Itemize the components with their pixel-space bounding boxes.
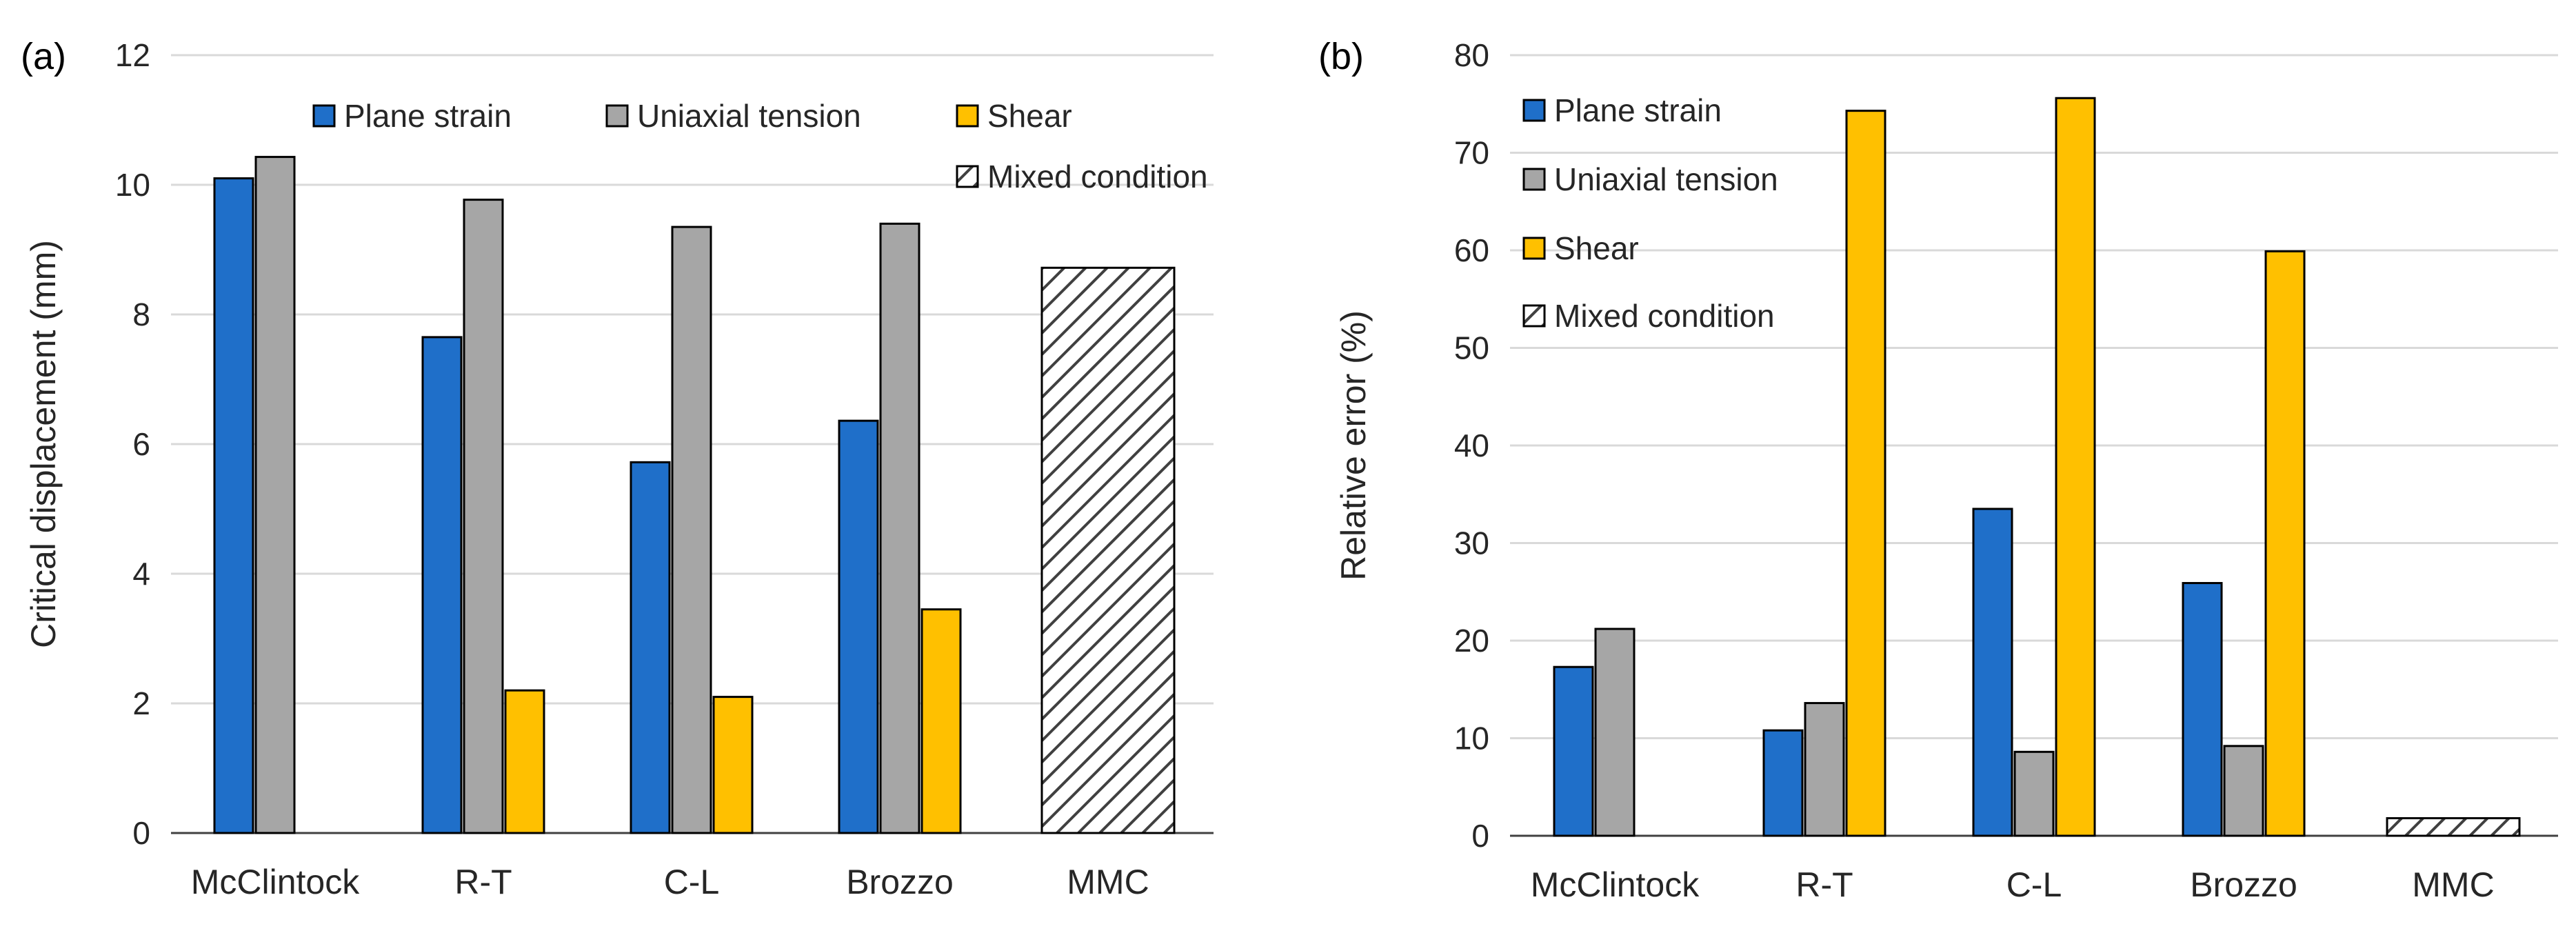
legend-swatch-b-shear: [1522, 237, 1546, 260]
legend-label-b-plane-strain: Plane strain: [1554, 92, 1722, 128]
bar-a-plane-strain-r-t: [421, 336, 463, 834]
bar-b-plane-strain-mcclintock: [1553, 665, 1594, 837]
y-tick-label-a: 2: [132, 685, 150, 721]
x-category-label-b: R-T: [1795, 865, 1853, 904]
x-category-label-a: McClintock: [191, 863, 360, 901]
bar-a-plane-strain-c-l: [630, 461, 671, 834]
bar-b-shear-brozzo: [2264, 250, 2306, 837]
chart-a: 0 2 4 6 8 10 12 McClintock R-T C-L Brozzo MMC Critic…: [21, 36, 1214, 901]
legend-swatch-b-plane-strain: [1522, 99, 1546, 122]
legend-swatch-a-mixed-condition: [956, 165, 979, 188]
bar-a-plane-strain-mcclintock: [213, 177, 254, 834]
panel-label-b: (b): [1318, 36, 1364, 77]
y-axis-title-a: Critical displacement (mm): [24, 240, 63, 648]
y-tick-label-a: 12: [115, 37, 150, 73]
bar-b-shear-r-t: [1845, 110, 1886, 837]
bar-a-shear-c-l: [712, 696, 754, 834]
y-tick-label-b: 20: [1454, 623, 1489, 659]
legend-swatch-a-shear: [956, 104, 979, 128]
legend-label-a-shear: Shear: [987, 98, 1072, 134]
bar-a-shear-brozzo: [920, 608, 962, 834]
bar-a-mixed-condition-mmc: [1040, 266, 1176, 834]
y-tick-label-b: 0: [1471, 818, 1489, 854]
legend-label-b-mixed-condition: Mixed condition: [1554, 298, 1775, 334]
panel-label-a: (a): [21, 36, 66, 77]
legend-swatch-b-mixed-condition: [1522, 304, 1546, 328]
legend-swatch-a-plane-strain: [312, 104, 336, 128]
y-tick-label-a: 4: [132, 556, 150, 592]
y-tick-label-b: 70: [1454, 135, 1489, 171]
y-tick-label-a: 8: [132, 297, 150, 332]
x-category-label-b: Brozzo: [2190, 865, 2297, 904]
bar-b-plane-strain-r-t: [1762, 729, 1804, 837]
y-tick-label-a: 0: [132, 815, 150, 851]
x-category-label-a: C-L: [664, 863, 720, 901]
legend-label-b-uniaxial-tension: Uniaxial tension: [1554, 161, 1778, 197]
bar-b-uniaxial-tension-brozzo: [2223, 745, 2264, 837]
bar-b-mixed-condition-mmc: [2386, 817, 2521, 837]
legend-swatch-b-uniaxial-tension: [1522, 168, 1546, 191]
bar-b-plane-strain-c-l: [1972, 508, 2013, 837]
y-tick-label-b: 60: [1454, 232, 1489, 268]
bar-b-plane-strain-brozzo: [2182, 582, 2223, 837]
bar-a-uniaxial-tension-mcclintock: [254, 156, 296, 834]
x-category-label-b: MMC: [2412, 865, 2494, 904]
y-tick-label-b: 10: [1454, 721, 1489, 756]
y-tick-label-a: 6: [132, 426, 150, 462]
x-category-label-a: Brozzo: [846, 863, 954, 901]
legend-label-b-shear: Shear: [1554, 230, 1639, 266]
bar-a-plane-strain-brozzo: [838, 419, 879, 834]
y-tick-label-a: 10: [115, 167, 150, 203]
bar-a-uniaxial-tension-r-t: [463, 199, 504, 834]
x-category-label-b: McClintock: [1531, 865, 1700, 904]
x-category-label-a: R-T: [454, 863, 512, 901]
y-tick-label-b: 80: [1454, 37, 1489, 73]
y-axis-title-b: Relative error (%): [1334, 310, 1373, 581]
bar-b-uniaxial-tension-r-t: [1804, 702, 1845, 837]
legend-label-a-mixed-condition: Mixed condition: [987, 159, 1208, 194]
chart-b: 0 10 20 30 40 50 60 70 80 McClintock R-T C-L Brozzo M…: [1318, 36, 2558, 904]
bar-a-uniaxial-tension-brozzo: [879, 222, 920, 834]
y-tick-label-b: 50: [1454, 330, 1489, 366]
bar-a-shear-r-t: [504, 689, 545, 834]
bar-a-uniaxial-tension-c-l: [671, 225, 712, 834]
bar-b-uniaxial-tension-mcclintock: [1594, 628, 1636, 837]
x-category-label-b: C-L: [2006, 865, 2062, 904]
legend-swatch-a-uniaxial-tension: [605, 104, 629, 128]
legend-label-a-plane-strain: Plane strain: [344, 98, 512, 134]
y-tick-label-b: 30: [1454, 525, 1489, 561]
legend-label-a-uniaxial-tension: Uniaxial tension: [637, 98, 861, 134]
x-category-label-a: MMC: [1067, 863, 1149, 901]
bar-b-shear-c-l: [2055, 97, 2096, 837]
y-tick-label-b: 40: [1454, 428, 1489, 463]
bar-b-uniaxial-tension-c-l: [2013, 750, 2055, 837]
